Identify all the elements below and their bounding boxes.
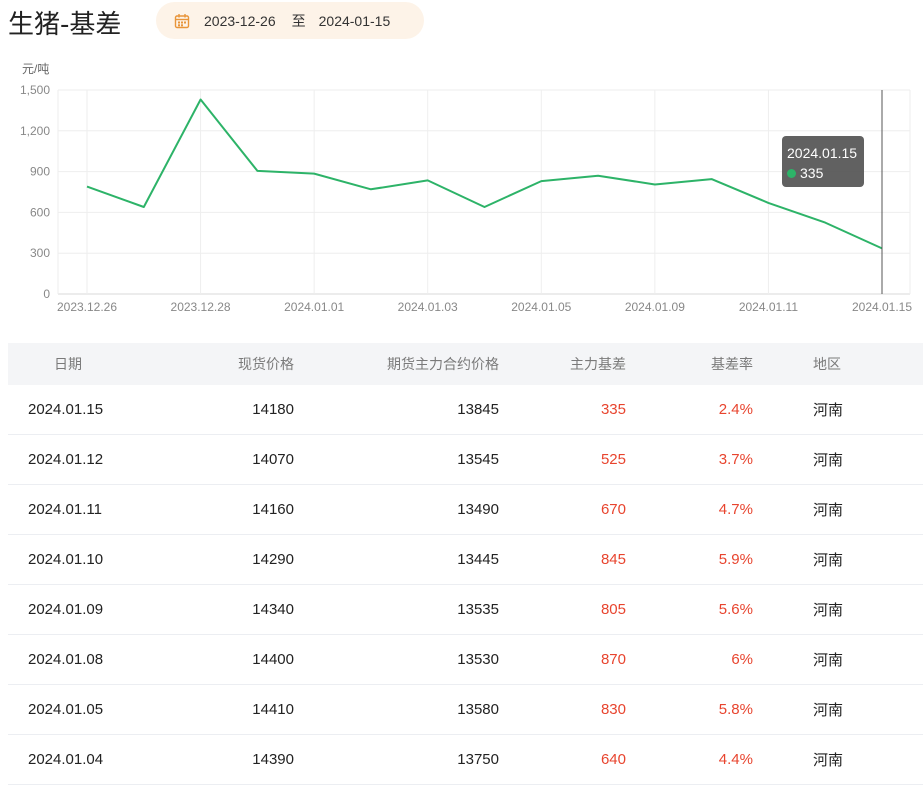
table-row: 2024.01.05 14410 13580 830 5.8% 河南	[8, 684, 923, 735]
x-tick-label: 2024.01.15	[852, 300, 912, 314]
cell-region: 河南	[753, 634, 923, 685]
cell-futures-price: 13535	[294, 584, 499, 635]
cell-basis-rate: 4.7%	[626, 484, 753, 535]
y-tick-label: 900	[30, 165, 50, 179]
cell-date: 2024.01.08	[8, 634, 175, 685]
cell-basis: 805	[499, 584, 626, 635]
y-tick-label: 1,500	[20, 83, 50, 97]
cell-basis-rate: 5.8%	[626, 684, 753, 735]
basis-line-chart[interactable]: 元/吨 0 300 600 900 1,200 1,500 2023.12.26 2023.12…	[0, 56, 923, 326]
cell-futures-price: 13580	[294, 684, 499, 735]
cell-spot-price: 14390	[175, 734, 294, 785]
table-row: 2024.01.04 14390 13750 640 4.4% 河南	[8, 734, 923, 785]
date-separator: 至	[291, 13, 306, 30]
cell-date: 2024.01.12	[8, 434, 175, 485]
table-row: 2024.01.09 14340 13535 805 5.6% 河南	[8, 584, 923, 635]
cell-region: 河南	[753, 734, 923, 785]
y-tick-label: 1,200	[20, 124, 50, 138]
table-row: 2024.01.08 14400 13530 870 6% 河南	[8, 634, 923, 685]
cell-basis: 830	[499, 684, 626, 735]
cell-futures-price: 13530	[294, 634, 499, 685]
cell-futures-price: 13845	[294, 385, 499, 435]
cell-basis: 525	[499, 434, 626, 485]
cell-basis: 670	[499, 484, 626, 535]
cell-date: 2024.01.04	[8, 734, 175, 785]
cell-basis-rate: 2.4%	[626, 385, 753, 435]
cell-spot-price: 14290	[175, 534, 294, 585]
cell-basis: 870	[499, 634, 626, 685]
series-dot-icon	[787, 169, 796, 178]
cell-basis: 845	[499, 534, 626, 585]
tooltip-value: 335	[800, 165, 824, 181]
start-date[interactable]: 2023-12-26	[204, 12, 276, 29]
table-row: 2024.01.15 14180 13845 335 2.4% 河南	[8, 385, 923, 435]
y-tick-label: 300	[30, 246, 50, 260]
x-tick-label: 2024.01.05	[511, 300, 571, 314]
chart-tooltip: 2024.01.15 335	[782, 136, 864, 187]
cell-spot-price: 14070	[175, 434, 294, 485]
x-tick-label: 2024.01.03	[398, 300, 458, 314]
x-tick-label: 2023.12.28	[171, 300, 231, 314]
cell-spot-price: 14340	[175, 584, 294, 635]
col-header-date: 日期	[8, 343, 175, 385]
cell-region: 河南	[753, 684, 923, 735]
series-line	[86, 98, 883, 250]
cell-date: 2024.01.05	[8, 684, 175, 735]
y-axis-label: 元/吨	[22, 62, 49, 76]
cell-futures-price: 13490	[294, 484, 499, 535]
cell-date: 2024.01.15	[8, 385, 175, 435]
cell-date: 2024.01.11	[8, 484, 175, 535]
x-tick-label: 2024.01.11	[739, 300, 798, 314]
table-row: 2024.01.10 14290 13445 845 5.9% 河南	[8, 534, 923, 585]
cell-region: 河南	[753, 385, 923, 435]
cell-basis-rate: 4.4%	[626, 734, 753, 785]
table-header-row: 日期 现货价格 期货主力合约价格 主力基差 基差率 地区	[8, 343, 923, 385]
cell-date: 2024.01.10	[8, 534, 175, 585]
cell-region: 河南	[753, 484, 923, 535]
col-header-futures-price: 期货主力合约价格	[294, 343, 499, 385]
end-date[interactable]: 2024-01-15	[318, 12, 391, 29]
cell-futures-price: 13750	[294, 734, 499, 785]
table-row: 2024.01.11 14160 13490 670 4.7% 河南	[8, 484, 923, 535]
cell-basis-rate: 5.9%	[626, 534, 753, 585]
cell-region: 河南	[753, 584, 923, 635]
cell-futures-price: 13545	[294, 434, 499, 485]
table-row: 2024.01.12 14070 13545 525 3.7% 河南	[8, 434, 923, 485]
col-header-region: 地区	[753, 343, 923, 385]
basis-table: 日期 现货价格 期货主力合约价格 主力基差 基差率 地区 2024.01.15 1…	[8, 343, 923, 785]
cell-basis: 640	[499, 734, 626, 785]
x-tick-label: 2024.01.09	[625, 300, 685, 314]
cell-basis: 335	[499, 385, 626, 435]
cell-region: 河南	[753, 534, 923, 585]
cell-region: 河南	[753, 434, 923, 485]
cell-spot-price: 14160	[175, 484, 294, 535]
x-tick-label: 2024.01.01	[284, 300, 344, 314]
cell-basis-rate: 6%	[626, 634, 753, 685]
tooltip-date: 2024.01.15	[787, 145, 858, 161]
cell-spot-price: 14180	[175, 385, 294, 435]
date-range-picker[interactable]: 2023-12-26 至 2024-01-15	[156, 2, 424, 39]
y-tick-label: 600	[30, 205, 50, 219]
col-header-basis: 主力基差	[499, 343, 626, 385]
calendar-icon	[174, 13, 190, 28]
page-title: 生猪-基差	[8, 10, 122, 40]
cell-futures-price: 13445	[294, 534, 499, 585]
col-header-basis-rate: 基差率	[626, 343, 753, 385]
x-tick-label: 2023.12.26	[57, 300, 117, 314]
col-header-spot-price: 现货价格	[175, 343, 294, 385]
cell-basis-rate: 5.6%	[626, 584, 753, 635]
cell-basis-rate: 3.7%	[626, 434, 753, 485]
y-tick-label: 0	[43, 287, 50, 301]
cell-spot-price: 14410	[175, 684, 294, 735]
cell-date: 2024.01.09	[8, 584, 175, 635]
cell-spot-price: 14400	[175, 634, 294, 685]
